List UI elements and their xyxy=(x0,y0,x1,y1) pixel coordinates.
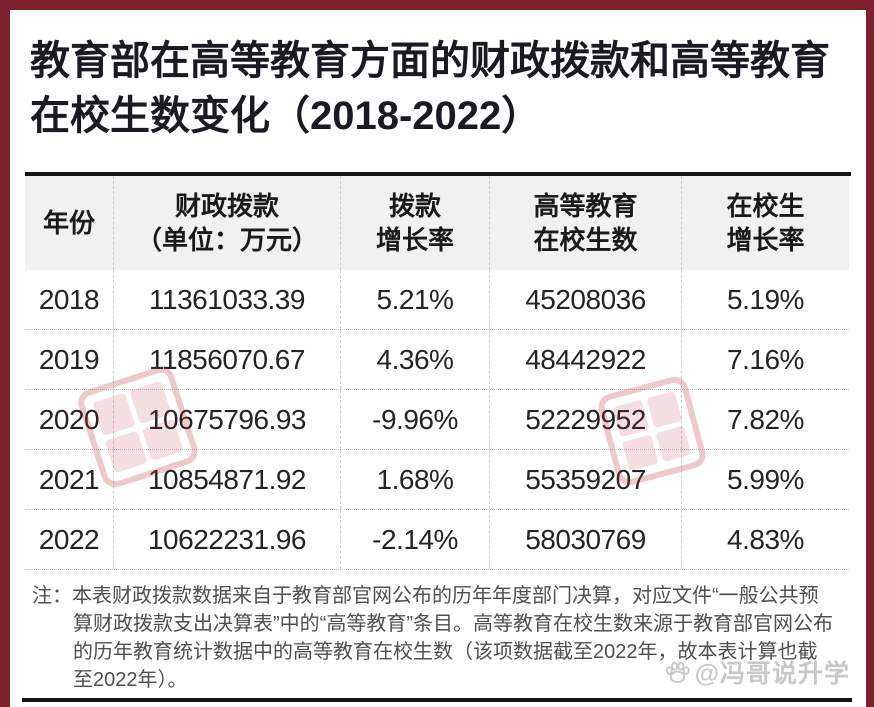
header-allocation-growth: 拨款 增长率 xyxy=(341,176,490,270)
cell-year: 2020 xyxy=(25,390,114,449)
table-header-row: 年份 财政拨款 （单位：万元） 拨款 增长率 高等教育 在校生数 在校生 增长率 xyxy=(25,176,849,270)
table-row: 2021 10854871.92 1.68% 55359207 5.99% xyxy=(25,450,849,510)
cell-enrollment-growth: 7.16% xyxy=(727,343,804,375)
cell-enrollment-growth: 5.19% xyxy=(727,283,804,315)
header-fiscal-allocation: 财政拨款 （单位：万元） xyxy=(114,176,341,270)
data-table: 年份 财政拨款 （单位：万元） 拨款 增长率 高等教育 在校生数 在校生 增长率… xyxy=(25,176,849,570)
cell-year: 2019 xyxy=(25,330,114,389)
table-row: 2018 11361033.39 5.21% 45208036 5.19% xyxy=(25,270,849,330)
cell-enrollment-growth: 5.99% xyxy=(727,463,804,495)
byline-text: @冯哥说升学 xyxy=(694,660,850,688)
cell-allocation-growth: 4.36% xyxy=(341,330,490,389)
cell-fiscal-allocation: 11856070.67 xyxy=(114,330,341,389)
cell-fiscal-allocation: 11361033.39 xyxy=(114,270,341,329)
cell-enrollment: 48442922 xyxy=(490,330,682,389)
cell-fiscal-allocation: 10622231.96 xyxy=(114,510,341,569)
cell-enrollment: 52229952 xyxy=(490,390,682,449)
cell-year: 2018 xyxy=(25,270,114,329)
paw-icon xyxy=(665,661,690,683)
byline-watermark: @冯哥说升学 xyxy=(664,654,850,690)
cell-fiscal-allocation: 10675796.93 xyxy=(114,390,341,449)
header-year: 年份 xyxy=(25,176,114,270)
page-title: 教育部在高等教育方面的财政拨款和高等教育 在校生数变化（2018-2022） xyxy=(30,39,830,138)
cell-year: 2022 xyxy=(25,510,114,569)
cell-enrollment: 55359207 xyxy=(490,450,682,509)
header-enrollment-growth: 在校生 增长率 xyxy=(726,191,805,255)
bottom-rule xyxy=(22,698,852,702)
cell-allocation-growth: -2.14% xyxy=(341,510,490,569)
cell-enrollment-growth: 4.83% xyxy=(727,523,804,555)
header-enrollment: 高等教育 在校生数 xyxy=(490,176,682,270)
cell-fiscal-allocation: 10854871.92 xyxy=(114,450,341,509)
table-top-rule xyxy=(25,172,851,176)
cell-year: 2021 xyxy=(25,450,114,509)
table-row: 2020 10675796.93 -9.96% 52229952 7.82% xyxy=(25,390,849,450)
cell-allocation-growth: -9.96% xyxy=(341,390,490,449)
footnote-text: 注：本表财政拨款数据来自于教育部官网公布的历年年度部门决算，对应文件“一般公共预… xyxy=(32,585,833,691)
footnote-block: 注：本表财政拨款数据来自于教育部官网公布的历年年度部门决算，对应文件“一般公共预… xyxy=(32,582,834,694)
cell-allocation-growth: 1.68% xyxy=(341,450,490,509)
title-block: 教育部在高等教育方面的财政拨款和高等教育 在校生数变化（2018-2022） xyxy=(10,10,866,172)
cell-allocation-growth: 5.21% xyxy=(341,270,490,329)
cell-enrollment: 58030769 xyxy=(490,510,682,569)
table-row: 2022 10622231.96 -2.14% 58030769 4.83% xyxy=(25,510,849,570)
table-row: 2019 11856070.67 4.36% 48442922 7.16% xyxy=(25,330,849,390)
cell-enrollment: 45208036 xyxy=(490,270,682,329)
cell-enrollment-growth: 7.82% xyxy=(727,403,804,435)
